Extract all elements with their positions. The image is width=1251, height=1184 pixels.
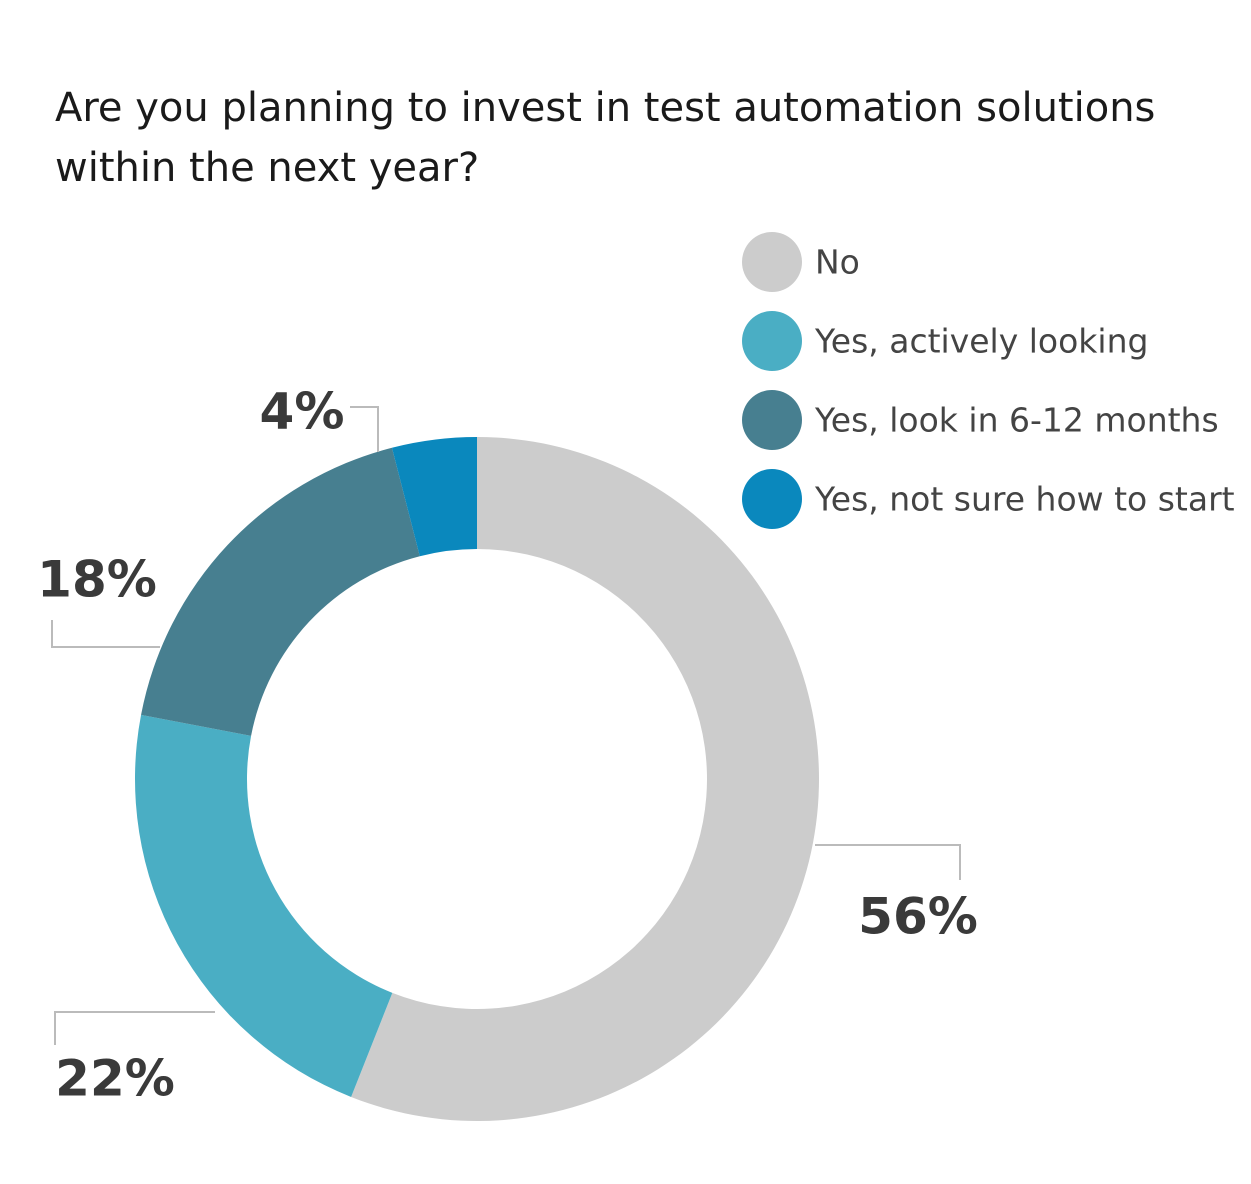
legend-label: Yes, actively looking [814, 322, 1148, 361]
legend-swatch [742, 469, 802, 529]
value-label: 4% [260, 383, 345, 441]
legend-label: No [815, 243, 860, 282]
legend-swatch [742, 232, 802, 292]
leader-line [350, 406, 379, 452]
chart-title: Are you planning to invest in test autom… [55, 85, 1156, 191]
donut-slice [141, 447, 420, 736]
value-label: 56% [858, 888, 978, 946]
legend-label: Yes, look in 6-12 months [814, 401, 1219, 440]
donut-slice [351, 437, 820, 1121]
legend-label: Yes, not sure how to start [814, 480, 1235, 519]
value-label: 18% [37, 551, 157, 609]
legend-swatch [742, 311, 802, 371]
donut-slice [135, 714, 393, 1097]
leader-line [54, 1011, 215, 1045]
leader-line [51, 620, 160, 648]
leader-line [815, 844, 961, 880]
legend-swatch [742, 390, 802, 450]
value-label: 22% [55, 1050, 175, 1108]
donut-slice [391, 437, 477, 557]
